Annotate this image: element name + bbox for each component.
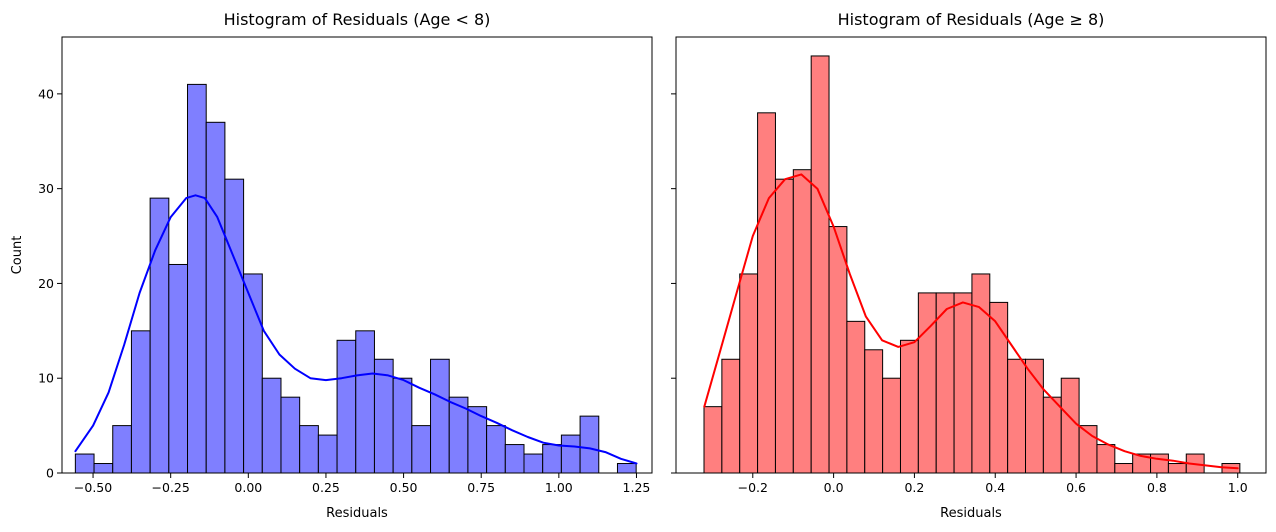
histogram-bar [336, 339, 357, 474]
histogram-bar [579, 415, 600, 474]
histogram-bar [757, 112, 776, 474]
x-tick-label: 1.0 [1228, 480, 1248, 495]
histogram-bar [1114, 463, 1134, 474]
histogram-bar [430, 358, 450, 474]
x-tick-label: 0.0 [824, 480, 844, 495]
histogram-bar [1150, 453, 1169, 474]
x-tick-label: −0.25 [152, 480, 190, 495]
histogram-bar [299, 425, 319, 474]
histogram-bar [542, 444, 562, 474]
histogram-bar [280, 396, 301, 474]
x-tick-label: 0.6 [1066, 480, 1086, 495]
histogram-bar [971, 273, 991, 474]
histogram-bars [703, 55, 1241, 474]
histogram-bar [93, 463, 114, 474]
kde-curve [703, 173, 1239, 470]
histogram-bar [721, 358, 741, 474]
histogram-bars [74, 83, 637, 474]
histogram-bar [917, 292, 937, 474]
histogram-bar [1060, 377, 1080, 474]
chart-title: Histogram of Residuals (Age < 8) [224, 10, 491, 29]
histogram-bar [616, 463, 637, 474]
histogram-bar [703, 406, 723, 474]
histogram-bar [523, 453, 544, 474]
histogram-age-8-plus-panel: Histogram of Residuals (Age ≥ 8) −0.2 0.0… [671, 10, 1267, 521]
histogram-bar [187, 83, 207, 474]
histogram-bar [168, 263, 189, 474]
histogram-bar [935, 292, 955, 474]
x-tick-label: −0.2 [738, 480, 768, 495]
histogram-bar [953, 292, 973, 474]
histogram-bar [1042, 396, 1062, 474]
x-tick-label: 1.25 [623, 480, 651, 495]
histogram-bar [112, 425, 132, 474]
histogram-bar [392, 377, 413, 474]
histogram-bar [899, 339, 919, 474]
chart-title: Histogram of Residuals (Age ≥ 8) [838, 10, 1105, 29]
y-tick-label: 0 [46, 466, 54, 481]
histogram-bar [864, 349, 884, 474]
x-axis-ticks: −0.50 −0.25 0.00 0.25 0.50 0.75 1.00 1.25 [74, 473, 650, 495]
x-tick-label: 0.25 [312, 480, 340, 495]
kde-curve-group [703, 173, 1239, 470]
x-tick-label: 0.50 [390, 480, 418, 495]
x-axis-ticks: −0.2 0.0 0.2 0.4 0.6 0.8 1.0 [738, 473, 1248, 495]
histogram-bar [317, 434, 338, 474]
y-axis-ticks: 0 10 20 30 40 [38, 86, 62, 481]
kde-curve-group [74, 194, 638, 465]
kde-curve [74, 194, 638, 465]
x-tick-label: 0.8 [1147, 480, 1167, 495]
axes-frame [61, 36, 653, 474]
x-tick-label: 0.4 [985, 480, 1005, 495]
histogram-bar [774, 178, 794, 474]
y-axis-ticks [671, 93, 676, 474]
x-tick-label: 0.00 [234, 480, 262, 495]
histogram-bar [224, 178, 245, 474]
x-tick-label: 1.00 [545, 480, 573, 495]
histogram-bar [810, 55, 830, 474]
x-tick-label: −0.50 [74, 480, 112, 495]
histogram-bar [560, 434, 581, 474]
y-tick-label: 40 [38, 86, 54, 101]
histogram-bar [205, 121, 226, 474]
axes-frame [675, 36, 1267, 474]
histogram-bar [411, 425, 432, 474]
y-tick-label: 10 [38, 371, 54, 386]
histogram-bar [1007, 358, 1027, 474]
histogram-bar [1167, 463, 1187, 474]
histogram-bar [739, 273, 759, 474]
y-axis-label: Count [10, 236, 25, 275]
histogram-bar [828, 226, 848, 474]
histogram-bar [846, 320, 866, 474]
x-axis-label: Residuals [326, 506, 388, 521]
y-tick-label: 30 [38, 181, 54, 196]
histogram-bar [882, 377, 901, 474]
histogram-bar [130, 330, 151, 474]
histogram-bar [504, 444, 525, 474]
histogram-bar [261, 377, 282, 474]
x-tick-label: 0.2 [904, 480, 924, 495]
histogram-bar [486, 425, 506, 474]
histogram-bar [74, 453, 95, 474]
histogram-age-under-8-panel: Histogram of Residuals (Age < 8) −0.50 −0… [10, 10, 653, 521]
y-tick-label: 20 [38, 276, 54, 291]
histogram-bar [355, 330, 375, 474]
x-tick-label: 0.75 [467, 480, 495, 495]
x-axis-label: Residuals [940, 506, 1002, 521]
histogram-bar [1096, 444, 1116, 474]
histogram-bar [792, 169, 812, 474]
